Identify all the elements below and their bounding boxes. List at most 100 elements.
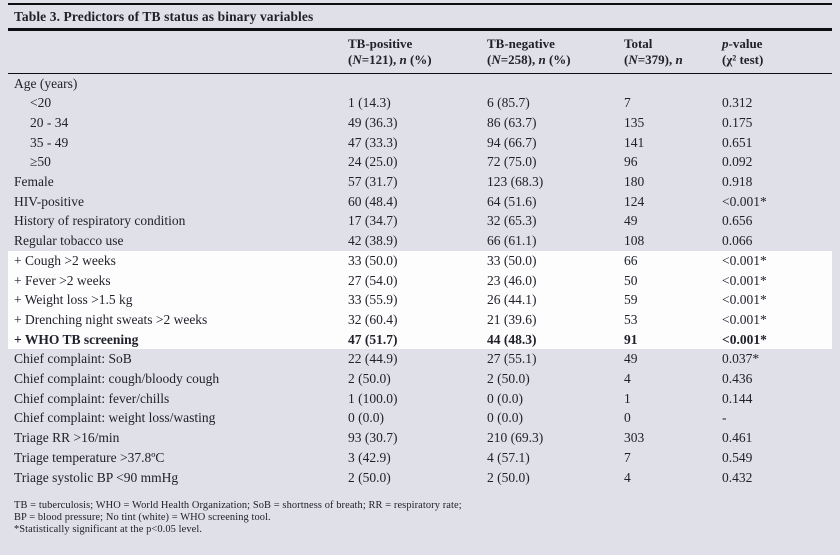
cell-total: 49 — [624, 351, 638, 367]
cell-tb-positive: 24 (25.0) — [348, 154, 398, 170]
cell-tb-negative: 72 (75.0) — [487, 154, 537, 170]
cell-tb-positive: 32 (60.4) — [348, 311, 398, 327]
footnote-abbreviations-1: TB = tuberculosis; WHO = World Health Or… — [14, 500, 462, 512]
cell-tb-negative: 64 (51.6) — [487, 193, 537, 209]
cell-tb-negative: 66 (61.1) — [487, 233, 537, 249]
cell-p-value: 0.432 — [722, 469, 753, 485]
cell-tb-positive — [348, 73, 487, 93]
cell-p-value: <0.001* — [722, 311, 767, 327]
cell-tb-negative: 6 (85.7) — [487, 95, 530, 111]
row-label: + Weight loss >1.5 kg — [14, 292, 133, 308]
table-row: Chief complaint: cough/bloody cough 2 (50… — [8, 369, 832, 389]
cell-p-value: 0.312 — [722, 95, 753, 111]
cell-total: 7 — [624, 449, 631, 465]
table-row: + Drenching night sweats >2 weeks 32 (60.… — [8, 309, 832, 330]
row-label: 20 - 34 — [30, 114, 69, 130]
cell-p-value: 0.175 — [722, 114, 753, 130]
cell-p-value: <0.001* — [722, 331, 767, 347]
cell-tb-positive: 22 (44.9) — [348, 351, 398, 367]
table-row: Age (years) — [8, 73, 832, 93]
column-header-line: (χ² test) — [722, 52, 764, 67]
title-rule — [8, 28, 832, 31]
cell-tb-negative: 0 (0.0) — [487, 390, 523, 406]
cell-p-value: 0.092 — [722, 154, 753, 170]
cell-tb-positive: 0 (0.0) — [348, 410, 384, 426]
row-label: + Cough >2 weeks — [14, 252, 116, 268]
cell-total: 4 — [624, 469, 631, 485]
row-label: Triage RR >16/min — [14, 430, 120, 446]
cell-tb-negative: 23 (46.0) — [487, 272, 537, 288]
tb-predictors-table: TB-positive (N=121), n (%) TB-negative (N=2… — [8, 30, 832, 488]
cell-tb-positive: 27 (54.0) — [348, 272, 398, 288]
cell-tb-negative: 2 (50.0) — [487, 469, 530, 485]
cell-total: 49 — [624, 213, 638, 229]
cell-tb-negative: 2 (50.0) — [487, 371, 530, 387]
footnote-significance: *Statistically significant at the p<0.05… — [14, 523, 203, 535]
table-row: ≥50 24 (25.0) 72 (75.0) 96 0.092 — [8, 152, 832, 172]
table-row: Triage temperature >37.8ºC 3 (42.9) 4 (57.… — [8, 448, 832, 468]
cell-p-value: <0.001* — [722, 292, 767, 308]
row-label: Chief complaint: weight loss/wasting — [14, 410, 216, 426]
table-body: Age (years) <20 1 (14.3) 6 (85.7) 7 0.312 20 -… — [8, 73, 832, 487]
cell-tb-negative: 26 (44.1) — [487, 292, 537, 308]
cell-tb-negative: 86 (63.7) — [487, 114, 537, 130]
cell-tb-negative: 210 (69.3) — [487, 430, 544, 446]
cell-total: 59 — [624, 292, 638, 308]
table-row: Regular tobacco use 42 (38.9) 66 (61.1) 108… — [8, 231, 832, 251]
column-header-line: (N=258), n (%) — [487, 52, 571, 67]
row-label: 35 - 49 — [30, 134, 69, 150]
cell-tb-positive: 2 (50.0) — [348, 469, 391, 485]
cell-p-value: 0.656 — [722, 213, 753, 229]
cell-p-value: 0.461 — [722, 430, 753, 446]
row-label: + WHO TB screening — [14, 331, 139, 347]
cell-p-value: <0.001* — [722, 272, 767, 288]
cell-tb-negative: 94 (66.7) — [487, 134, 537, 150]
column-header-line: (N=379), n — [624, 52, 683, 67]
cell-p-value: <0.001* — [722, 193, 767, 209]
cell-tb-positive: 2 (50.0) — [348, 371, 391, 387]
cell-tb-negative: 123 (68.3) — [487, 174, 544, 190]
cell-p-value: 0.651 — [722, 134, 753, 150]
row-label: <20 — [30, 95, 52, 111]
cell-tb-positive: 3 (42.9) — [348, 449, 391, 465]
cell-tb-positive: 47 (51.7) — [348, 331, 398, 347]
cell-p-value: 0.066 — [722, 233, 753, 249]
cell-total: 91 — [624, 331, 638, 347]
cell-p-value: 0.436 — [722, 371, 753, 387]
cell-total: 1 — [624, 390, 631, 406]
column-header-line: TB-positive — [348, 35, 413, 51]
top-rule — [8, 3, 832, 5]
table-row: Triage RR >16/min 93 (30.7) 210 (69.3) 303 0… — [8, 428, 832, 448]
row-label: Female — [14, 174, 54, 190]
row-label: Triage systolic BP <90 mmHg — [14, 469, 179, 485]
table-row: HIV-positive 60 (48.4) 64 (51.6) 124 <0.001* — [8, 192, 832, 212]
table-row: + Cough >2 weeks 33 (50.0) 33 (50.0) 66 <0.0… — [8, 250, 832, 271]
column-header-tb-positive: TB-positive (N=121), n (%) — [348, 30, 487, 74]
cell-total: 141 — [624, 134, 645, 150]
table-row: Chief complaint: SoB 22 (44.9) 27 (55.1) 49… — [8, 349, 832, 369]
cell-total: 66 — [624, 252, 638, 268]
column-header-p-value: p-value (χ² test) — [722, 30, 832, 74]
column-header-tb-negative: TB-negative (N=258), n (%) — [487, 30, 624, 74]
table-header: TB-positive (N=121), n (%) TB-negative (N=2… — [8, 30, 832, 74]
table-row: 20 - 34 49 (36.3) 86 (63.7) 135 0.175 — [8, 113, 832, 133]
cell-total — [624, 73, 722, 93]
row-label: HIV-positive — [14, 193, 84, 209]
table-row: History of respiratory condition 17 (34.7… — [8, 211, 832, 231]
footnote-abbreviations-2: BP = blood pressure; No tint (white) = W… — [14, 512, 271, 524]
table-row: Triage systolic BP <90 mmHg 2 (50.0) 2 (50… — [8, 468, 832, 488]
table-row: Female 57 (31.7) 123 (68.3) 180 0.918 — [8, 172, 832, 192]
cell-p-value: 0.549 — [722, 449, 753, 465]
cell-total: 7 — [624, 95, 631, 111]
cell-total: 180 — [624, 174, 645, 190]
cell-tb-negative: 21 (39.6) — [487, 311, 537, 327]
table-row: Chief complaint: fever/chills 1 (100.0) 0 … — [8, 389, 832, 409]
cell-total: 96 — [624, 154, 638, 170]
row-label: Chief complaint: fever/chills — [14, 390, 170, 406]
cell-tb-positive: 49 (36.3) — [348, 114, 398, 130]
table-row: <20 1 (14.3) 6 (85.7) 7 0.312 — [8, 93, 832, 113]
table-header-row: TB-positive (N=121), n (%) TB-negative (N=2… — [8, 30, 832, 74]
cell-p-value — [722, 73, 832, 93]
cell-total: 124 — [624, 193, 645, 209]
